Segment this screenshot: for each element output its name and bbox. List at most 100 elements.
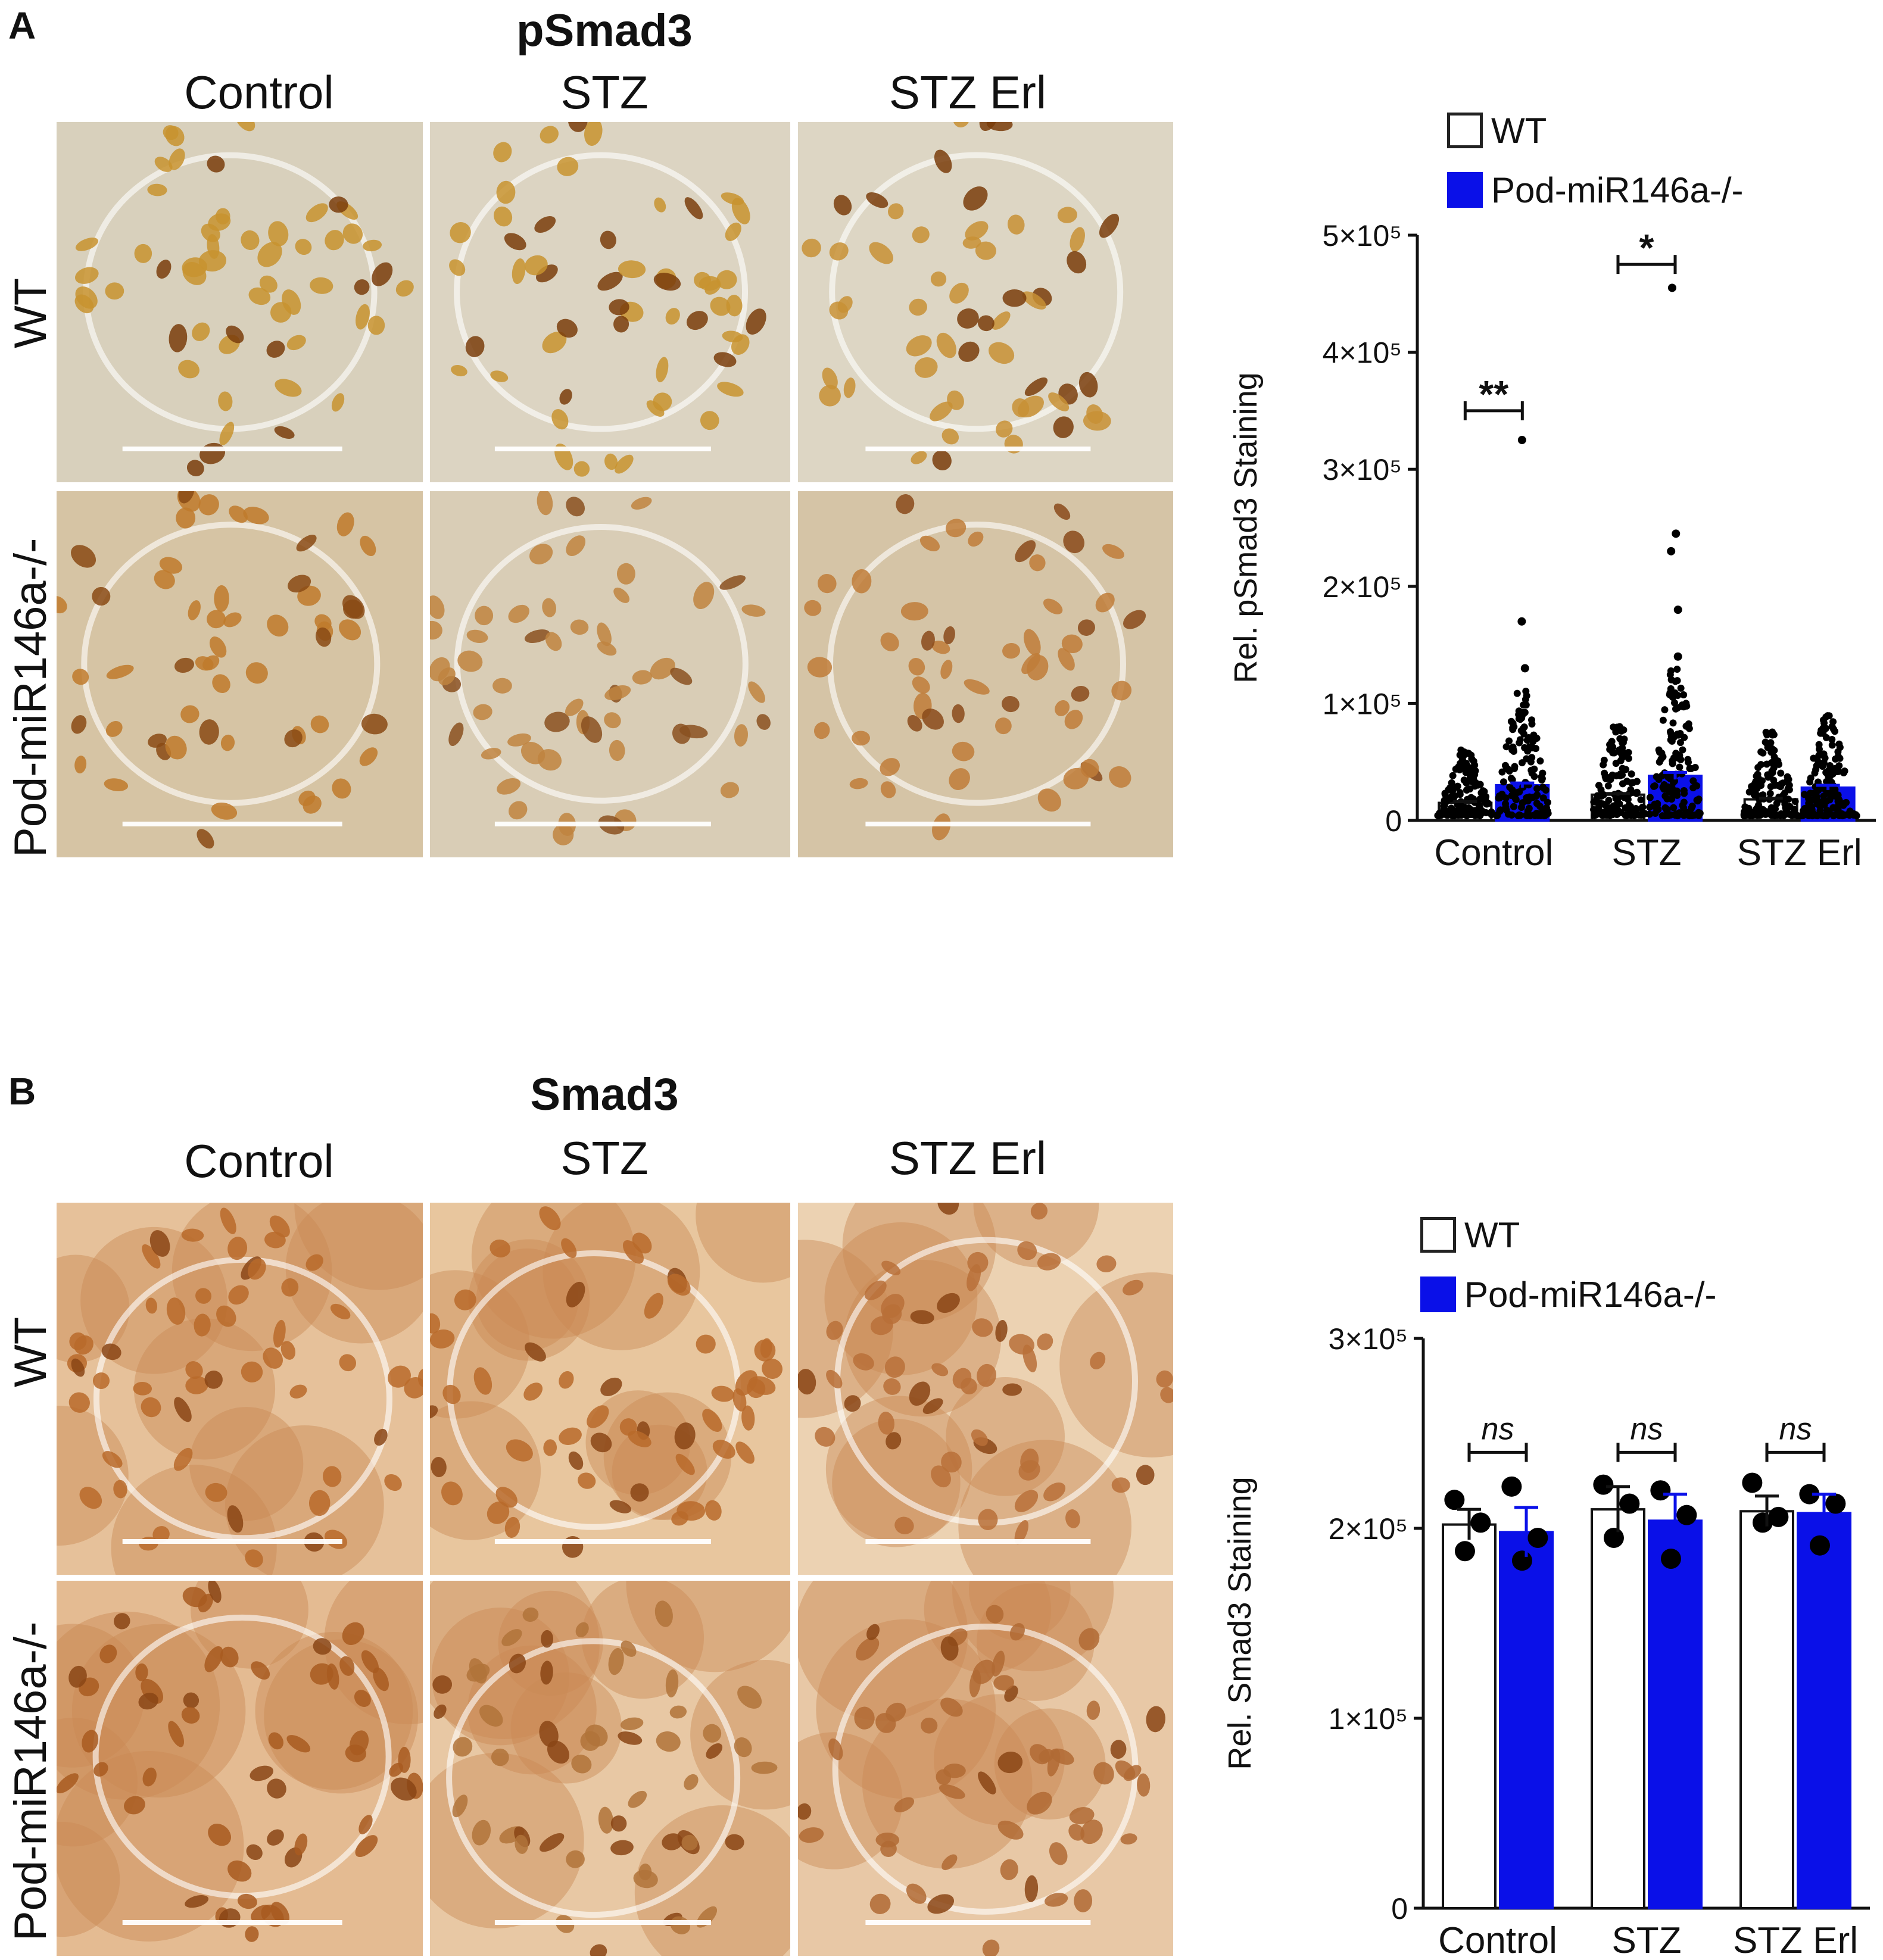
data-point xyxy=(1693,782,1701,789)
data-point xyxy=(1670,804,1678,812)
micrograph-pod-stz-erl xyxy=(798,1581,1173,1956)
data-point xyxy=(1768,1506,1789,1527)
micrograph-pod-stz-erl xyxy=(798,491,1173,857)
micrograph-texture xyxy=(798,1581,1173,1956)
data-point xyxy=(1679,801,1686,809)
data-point xyxy=(1518,759,1526,767)
data-point xyxy=(1674,692,1682,700)
data-point xyxy=(1764,744,1772,751)
data-point xyxy=(1767,804,1775,812)
data-point xyxy=(1757,748,1765,756)
data-point xyxy=(1673,606,1682,614)
data-point xyxy=(1517,436,1526,445)
data-point xyxy=(1824,789,1832,797)
column-label-stz-erl: STZ Erl xyxy=(888,1132,1047,1184)
data-point xyxy=(1686,764,1694,772)
data-point xyxy=(1614,807,1622,814)
data-point xyxy=(1502,743,1510,751)
data-point xyxy=(1828,741,1836,749)
data-point xyxy=(1835,795,1843,803)
data-point xyxy=(1499,778,1507,786)
data-point xyxy=(1828,736,1836,744)
data-point xyxy=(1670,754,1678,762)
data-point xyxy=(1829,725,1837,733)
data-point xyxy=(1597,786,1605,794)
data-point xyxy=(1502,803,1510,811)
y-tick-label: 0 xyxy=(1385,804,1402,838)
micrograph-texture xyxy=(430,491,790,857)
x-tick-label: STZ Erl xyxy=(1737,832,1862,873)
data-point xyxy=(1680,812,1688,819)
panel-a: A pSmad3 Control STZ STZ Erl WT Pod-miR1… xyxy=(0,0,1883,953)
data-point xyxy=(1650,1480,1671,1501)
data-point xyxy=(1637,796,1645,804)
stain-title: pSmad3 xyxy=(516,5,693,56)
data-point xyxy=(1448,804,1455,812)
data-point xyxy=(1463,779,1470,787)
data-point xyxy=(1668,788,1676,795)
data-point xyxy=(1465,804,1473,812)
column-label-stz-erl: STZ Erl xyxy=(888,66,1047,118)
data-point xyxy=(1673,666,1681,673)
data-point xyxy=(1472,780,1479,788)
data-point xyxy=(1592,811,1600,819)
data-point xyxy=(1832,804,1840,812)
data-point xyxy=(1502,764,1510,772)
data-point xyxy=(1617,749,1625,757)
data-point xyxy=(1769,759,1777,766)
data-point xyxy=(1469,767,1477,775)
data-point xyxy=(1806,778,1814,786)
data-point xyxy=(1684,759,1692,766)
stain-title: Smad3 xyxy=(530,1069,679,1120)
data-point xyxy=(1610,749,1618,757)
data-point xyxy=(1667,736,1675,744)
data-point xyxy=(1593,1474,1614,1495)
data-point xyxy=(1781,800,1789,808)
data-point xyxy=(1809,789,1817,797)
micrograph-wt-control xyxy=(57,1203,423,1575)
data-point xyxy=(1742,812,1750,819)
data-point xyxy=(1791,812,1798,819)
data-point xyxy=(1434,812,1442,819)
bar xyxy=(1499,1531,1554,1909)
data-point xyxy=(1660,1549,1681,1569)
legend-swatch-pod xyxy=(1420,1277,1456,1312)
data-point xyxy=(1825,808,1833,816)
data-point xyxy=(1742,1472,1763,1493)
data-point xyxy=(1782,806,1790,814)
x-tick-label: Control xyxy=(1434,832,1553,873)
data-point xyxy=(1633,789,1641,797)
data-point xyxy=(1829,718,1837,726)
data-point xyxy=(1456,791,1464,798)
data-point xyxy=(1799,1484,1820,1505)
data-point xyxy=(1663,812,1671,819)
data-point xyxy=(1815,745,1823,753)
data-point xyxy=(1494,811,1501,819)
data-point xyxy=(1752,1512,1773,1533)
data-point xyxy=(1633,778,1641,785)
significance-label: ns xyxy=(1631,1412,1663,1446)
micrograph-texture xyxy=(57,122,423,482)
data-point xyxy=(1510,803,1517,810)
data-point xyxy=(1533,791,1541,799)
data-point xyxy=(1516,811,1523,819)
micrograph-pod-stz xyxy=(430,1581,790,1956)
data-point xyxy=(1510,746,1517,754)
legend-label: WT xyxy=(1464,1215,1520,1255)
data-point xyxy=(1667,283,1676,292)
data-point xyxy=(1482,793,1490,801)
data-point xyxy=(1479,807,1486,815)
data-point xyxy=(1449,772,1457,779)
micrograph-wt-stz-erl xyxy=(798,1203,1173,1575)
x-tick-label: STZ Erl xyxy=(1733,1920,1858,1960)
data-point xyxy=(1753,785,1761,792)
legend-swatch-pod xyxy=(1447,172,1483,208)
data-point xyxy=(1661,706,1669,714)
data-point xyxy=(1470,1512,1491,1533)
data-point xyxy=(1822,713,1830,721)
data-point xyxy=(1495,792,1503,800)
data-point xyxy=(1520,723,1528,731)
data-point xyxy=(1536,757,1544,765)
data-point xyxy=(1464,750,1472,757)
micrograph-pod-stz xyxy=(430,491,790,857)
